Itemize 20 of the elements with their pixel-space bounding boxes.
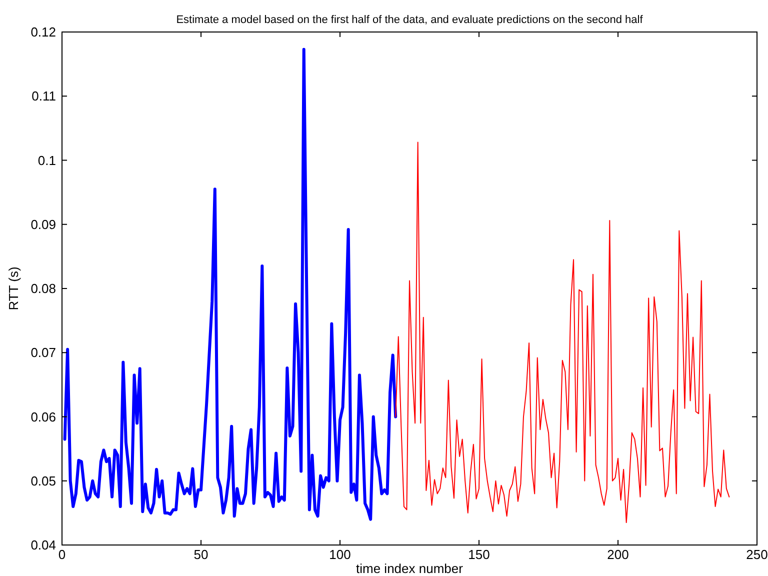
y-tick-label: 0.12 (30, 24, 56, 40)
y-tick-label: 0.11 (32, 88, 56, 104)
y-tick-label: 0.09 (30, 216, 56, 232)
x-tick-label: 0 (58, 547, 66, 562)
y-tick-label: 0.08 (30, 281, 56, 296)
y-tick-label: 0.1 (38, 152, 56, 168)
y-tick-label: 0.05 (30, 473, 56, 488)
line-series (63, 48, 398, 521)
x-tick-label: 50 (194, 547, 208, 562)
x-tick-label: 100 (329, 547, 351, 562)
y-tick-label: 0.07 (30, 345, 56, 360)
x-tick-label: 200 (607, 547, 629, 562)
y-tick-label: 0.06 (30, 409, 56, 424)
y-tick-label: 0.04 (30, 538, 56, 552)
chart-title: Estimate a model based on the first half of the data, and evaluate predictions on the second half (176, 14, 644, 26)
y-axis-title: RTT (s) (6, 266, 21, 310)
x-tick-label: 150 (468, 547, 490, 562)
x-tick-label: 250 (746, 547, 768, 562)
x-axis-title: time index number (356, 561, 464, 576)
line-series (395, 142, 730, 524)
